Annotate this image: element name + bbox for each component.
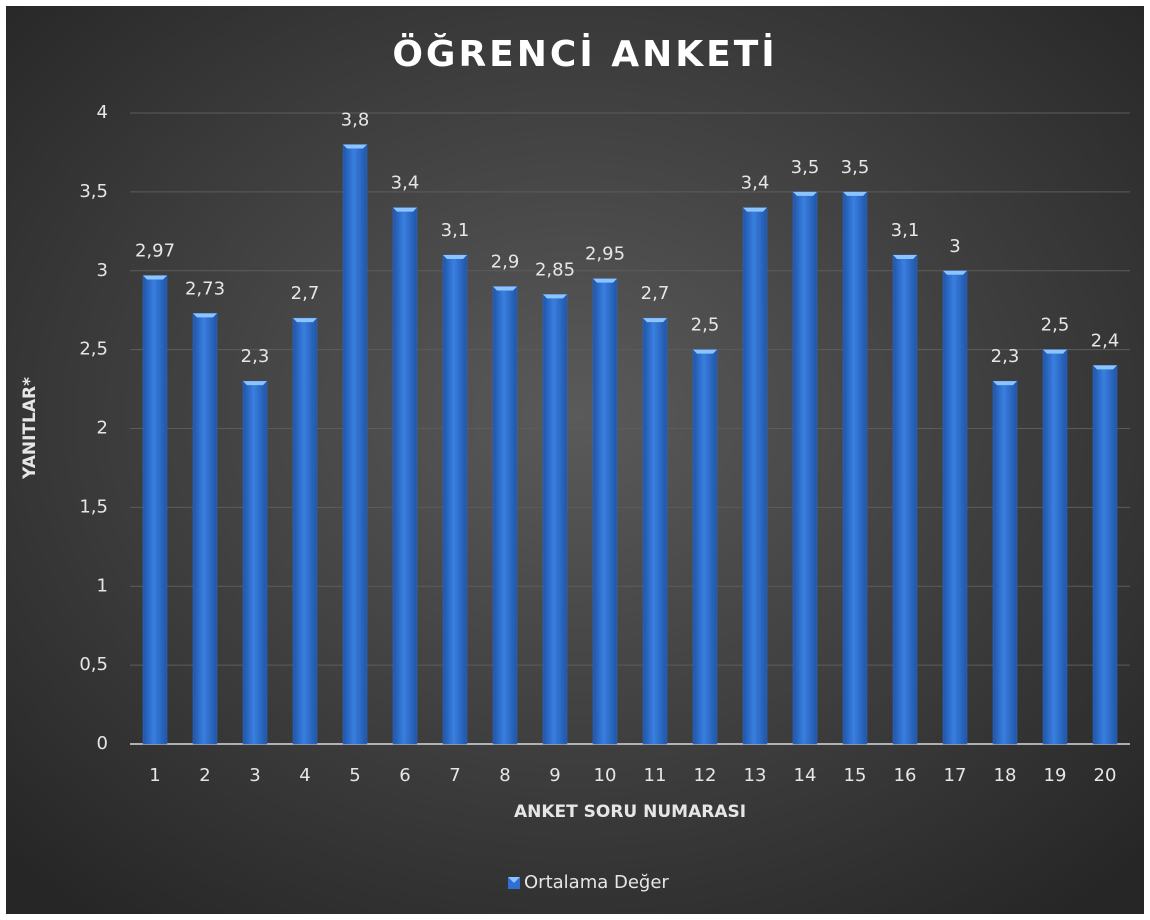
data-label: 3,5 (791, 157, 820, 178)
bar-cap (493, 286, 517, 291)
x-axis-label: ANKET SORU NUMARASI (514, 802, 746, 822)
bar-cap (443, 254, 467, 259)
x-tick-label: 18 (994, 765, 1017, 786)
data-label: 3 (949, 236, 960, 257)
x-tick-label: 19 (1044, 765, 1067, 786)
data-label: 3,5 (841, 157, 870, 178)
bar-cap (743, 207, 767, 212)
y-tick-label: 2,5 (79, 339, 108, 360)
bar-cap (293, 318, 317, 323)
x-tick-label: 10 (594, 765, 617, 786)
x-tick-label: 4 (299, 765, 310, 786)
bar (842, 191, 868, 745)
data-label: 2,97 (135, 240, 175, 261)
y-tick-label: 2 (97, 418, 108, 439)
data-label: 3,1 (891, 220, 920, 241)
bar (442, 254, 468, 745)
bar-cap (343, 144, 367, 149)
x-tick-label: 1 (149, 765, 160, 786)
bar (542, 294, 568, 745)
y-axis-label: YANITLAR* (20, 377, 40, 480)
bar (392, 207, 418, 745)
bar (492, 286, 518, 745)
bar (792, 191, 818, 745)
data-label: 2,9 (491, 252, 520, 273)
bar (742, 207, 768, 745)
data-label: 3,4 (391, 173, 420, 194)
bar (642, 317, 668, 745)
bar (192, 313, 218, 745)
legend-label: Ortalama Değer (524, 872, 669, 893)
bar-cap (593, 278, 617, 283)
x-tick-label: 8 (499, 765, 510, 786)
y-tick-label: 0 (97, 733, 108, 754)
x-tick-label: 6 (399, 765, 410, 786)
bar-cap (243, 381, 267, 386)
data-label: 2,7 (291, 283, 320, 304)
x-tick-label: 9 (549, 765, 560, 786)
bar-cap (893, 254, 917, 259)
bar-cap (193, 313, 217, 318)
data-label: 2,3 (241, 346, 270, 367)
legend-swatch-cap (508, 877, 520, 883)
bar-cap (643, 318, 667, 323)
bar (142, 275, 168, 745)
x-tick-label: 20 (1094, 765, 1117, 786)
data-label: 2,7 (641, 283, 670, 304)
data-label: 2,73 (185, 278, 225, 299)
bar-cap (1093, 365, 1117, 370)
x-tick-label: 11 (644, 765, 667, 786)
data-label: 3,8 (341, 110, 370, 131)
data-label: 3,1 (441, 220, 470, 241)
x-tick-label: 7 (449, 765, 460, 786)
bar-cap (1043, 349, 1067, 354)
data-label: 2,5 (691, 315, 720, 336)
bar-cap (543, 294, 567, 299)
bar (1042, 349, 1068, 745)
background (6, 6, 1144, 914)
bar (942, 270, 968, 745)
x-tick-label: 13 (744, 765, 767, 786)
y-tick-label: 4 (97, 102, 108, 123)
x-tick-label: 16 (894, 765, 917, 786)
x-tick-label: 5 (349, 765, 360, 786)
bar (692, 349, 718, 745)
bar (592, 278, 618, 745)
x-tick-label: 3 (249, 765, 260, 786)
bar-cap (993, 381, 1017, 386)
y-tick-label: 1 (97, 575, 108, 596)
y-tick-label: 0,5 (79, 654, 108, 675)
bar (1092, 365, 1118, 745)
data-label: 2,3 (991, 346, 1020, 367)
data-label: 2,5 (1041, 315, 1070, 336)
bar-cap (693, 349, 717, 354)
data-label: 3,4 (741, 173, 770, 194)
data-label: 2,85 (535, 259, 575, 280)
bar (242, 380, 268, 745)
chart-title: ÖĞRENCİ ANKETİ (392, 33, 777, 75)
y-tick-label: 3,5 (79, 181, 108, 202)
x-tick-label: 14 (794, 765, 817, 786)
data-label: 2,95 (585, 244, 625, 265)
x-tick-label: 17 (944, 765, 967, 786)
y-tick-label: 3 (97, 260, 108, 281)
bar-cap (843, 191, 867, 196)
bar-cap (143, 275, 167, 280)
x-tick-label: 2 (199, 765, 210, 786)
bar-cap (393, 207, 417, 212)
y-tick-label: 1,5 (79, 496, 108, 517)
x-tick-label: 15 (844, 765, 867, 786)
bar-cap (943, 270, 967, 275)
bar (992, 380, 1018, 745)
bar (892, 254, 918, 745)
data-label: 2,4 (1091, 330, 1120, 351)
bar-cap (793, 191, 817, 196)
bar (292, 317, 318, 745)
x-tick-label: 12 (694, 765, 717, 786)
bar (342, 144, 368, 745)
